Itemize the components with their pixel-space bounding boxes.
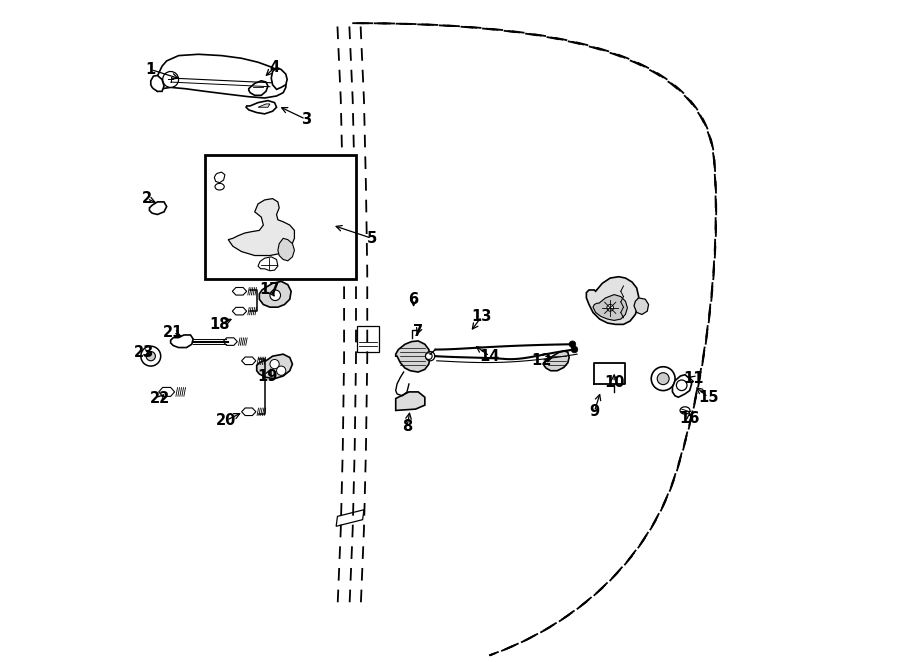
Polygon shape [214, 172, 225, 183]
Text: 18: 18 [210, 317, 230, 332]
Text: 1: 1 [146, 62, 156, 77]
Circle shape [652, 367, 675, 391]
Circle shape [163, 71, 178, 87]
Text: 10: 10 [604, 375, 625, 390]
Text: 2: 2 [141, 191, 152, 206]
Circle shape [270, 290, 281, 301]
Text: 13: 13 [472, 309, 492, 324]
Polygon shape [587, 277, 639, 324]
Polygon shape [246, 101, 276, 114]
Text: 15: 15 [698, 390, 718, 404]
Circle shape [426, 352, 435, 361]
Polygon shape [149, 202, 166, 214]
Text: 11: 11 [683, 371, 704, 386]
Circle shape [657, 373, 669, 385]
Polygon shape [232, 307, 247, 315]
Polygon shape [248, 81, 268, 95]
Polygon shape [396, 392, 425, 410]
Polygon shape [544, 351, 569, 371]
Text: 5: 5 [367, 231, 377, 246]
Polygon shape [151, 75, 164, 91]
Text: 17: 17 [260, 283, 280, 297]
Circle shape [569, 341, 576, 348]
Polygon shape [593, 295, 627, 320]
Polygon shape [241, 408, 256, 416]
Polygon shape [241, 357, 256, 365]
Polygon shape [396, 341, 430, 372]
Circle shape [146, 352, 156, 361]
Circle shape [140, 346, 161, 366]
Polygon shape [258, 257, 278, 271]
Ellipse shape [215, 183, 224, 190]
Text: 6: 6 [409, 292, 419, 307]
Polygon shape [153, 54, 286, 98]
Polygon shape [171, 335, 194, 348]
Text: 8: 8 [401, 420, 412, 434]
Polygon shape [336, 510, 364, 526]
Polygon shape [258, 104, 270, 107]
Polygon shape [256, 354, 292, 379]
Circle shape [270, 359, 279, 369]
Text: 4: 4 [269, 60, 280, 75]
Text: 23: 23 [134, 345, 154, 359]
Polygon shape [634, 298, 649, 314]
Circle shape [607, 305, 614, 311]
Text: 3: 3 [301, 112, 310, 126]
Circle shape [572, 346, 578, 353]
Polygon shape [223, 338, 238, 346]
Text: 7: 7 [413, 324, 423, 338]
Text: 21: 21 [163, 325, 184, 340]
Polygon shape [158, 387, 175, 397]
Text: 20: 20 [216, 413, 237, 428]
Circle shape [426, 353, 432, 359]
Bar [205, 155, 356, 279]
Circle shape [677, 380, 687, 391]
Polygon shape [672, 375, 691, 397]
Polygon shape [271, 68, 287, 89]
Text: 19: 19 [257, 369, 278, 383]
Text: 12: 12 [531, 354, 552, 368]
Polygon shape [229, 199, 294, 256]
Polygon shape [278, 238, 294, 261]
Ellipse shape [680, 406, 690, 414]
Text: 14: 14 [480, 349, 500, 363]
Text: 16: 16 [680, 411, 700, 426]
Polygon shape [232, 287, 247, 295]
Text: 22: 22 [150, 391, 170, 406]
Circle shape [276, 366, 286, 375]
Bar [357, 326, 379, 352]
Text: 9: 9 [590, 404, 599, 419]
Polygon shape [259, 281, 291, 307]
